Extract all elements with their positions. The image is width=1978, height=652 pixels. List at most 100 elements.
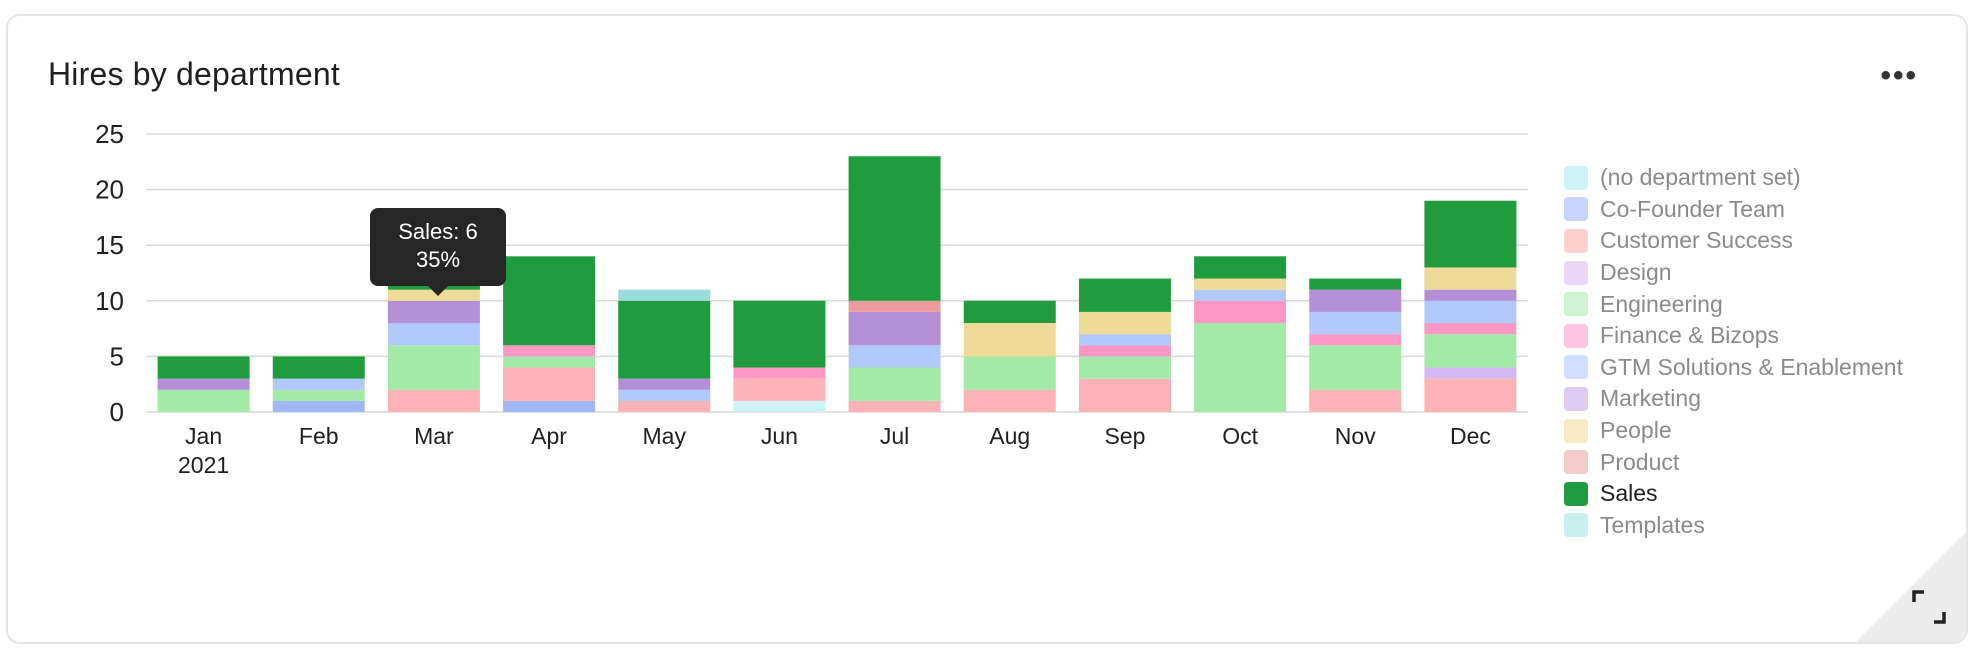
bar-segment[interactable]: Sales: 2 [272, 356, 365, 379]
bar-segment[interactable]: Finance & Bizops: 1 [1309, 334, 1402, 346]
legend-label: Templates [1600, 511, 1705, 538]
bar-segment[interactable]: Sales: 6 [1424, 200, 1517, 268]
bar-segment[interactable]: GTM Solutions & Enablement: 1 [272, 378, 365, 390]
legend-swatch [1564, 418, 1588, 443]
bar-segment[interactable]: Engineering: 2 [1078, 356, 1171, 379]
bar-segment[interactable]: Marketing: 2 [387, 300, 480, 324]
legend-swatch [1564, 228, 1588, 253]
bar-segment[interactable]: Engineering: 1 [503, 356, 596, 368]
bar-segment[interactable]: Engineering: 4 [387, 345, 480, 390]
legend-item[interactable]: Finance & Bizops [1564, 320, 1903, 352]
bar-segment[interactable]: Finance & Bizops: 1 [1078, 345, 1171, 357]
bar-segment[interactable]: GTM Solutions & Enablement: 2 [848, 345, 941, 368]
legend-swatch [1564, 260, 1588, 285]
legend-item[interactable]: Marketing [1564, 383, 1903, 415]
bar-segment[interactable]: Sales: 2 [1194, 256, 1287, 279]
legend-label: People [1600, 417, 1672, 444]
legend-item[interactable]: Customer Success [1564, 225, 1903, 257]
legend-label: Sales [1600, 480, 1658, 507]
bar-segment[interactable]: Customer Success: 2 [963, 389, 1056, 412]
bar-segment[interactable]: Customer Success: 1 [848, 400, 941, 412]
legend-label: (no department set) [1600, 164, 1801, 191]
bar-segment[interactable]: Marketing: 2 [1309, 289, 1402, 312]
bar-segment[interactable]: GTM Solutions & Enablement: 1 [1194, 289, 1287, 301]
bar-segment[interactable]: GTM Solutions & Enablement: 2 [1424, 300, 1517, 324]
bar-segment[interactable]: Templates: 1 [618, 289, 711, 301]
bar-segment[interactable]: Finance & Bizops: 1 [1424, 323, 1517, 335]
bar-segment[interactable]: Sales: 6 [733, 300, 826, 368]
more-options-icon[interactable]: ••• [1880, 59, 1918, 92]
bar-segment[interactable]: Engineering: 1 [272, 389, 365, 401]
bar-segment[interactable]: Customer Success: 3 [1078, 378, 1171, 412]
bar-segment[interactable]: Marketing: 1 [618, 378, 711, 390]
legend-item[interactable]: (no department set) [1564, 162, 1903, 194]
legend-item[interactable]: Design [1564, 257, 1903, 289]
bar-segment[interactable]: Customer Success: 1 [618, 400, 711, 412]
legend-item[interactable]: Co-Founder Team [1564, 194, 1903, 226]
legend-item[interactable]: Engineering [1564, 288, 1903, 320]
bar-segment[interactable]: Customer Success: 2 [1309, 389, 1402, 412]
x-tick-label: Jun [761, 423, 798, 449]
bar-segment[interactable]: Finance & Bizops: 2 [1194, 300, 1287, 324]
legend-swatch [1564, 481, 1588, 506]
legend-label: Design [1600, 259, 1672, 286]
bar-segment[interactable]: Engineering: 2 [157, 389, 250, 412]
legend-swatch [1564, 450, 1588, 475]
bar-segment[interactable]: People: 2 [1078, 311, 1171, 335]
legend-item[interactable]: Templates [1564, 510, 1903, 542]
legend-swatch [1564, 386, 1588, 411]
bar-segment[interactable]: Sales: 2 [157, 356, 250, 379]
bar-segment[interactable]: Customer Success: 3 [503, 367, 596, 401]
x-tick-label: Dec [1450, 423, 1491, 449]
bar-segment[interactable]: Engineering: 3 [963, 356, 1056, 390]
bar-chart: 0510152025Engineering: 2Marketing: 1Sale… [95, 119, 1528, 478]
bar-segment[interactable]: Marketing: 1 [157, 378, 250, 390]
bar-segment[interactable]: Marketing: 1 [1424, 289, 1517, 301]
bar-segment[interactable]: People: 3 [963, 323, 1056, 357]
bar-segment[interactable]: Customer Success: 3 [1424, 378, 1517, 412]
bar-segment[interactable]: Sales: 8 [503, 256, 596, 346]
bar-segment[interactable]: Sales: 7 [618, 300, 711, 379]
x-tick-label: Apr [531, 423, 567, 449]
bar-segment[interactable]: Marketing: 3 [848, 311, 941, 346]
y-tick-label: 20 [95, 175, 124, 205]
bar-segment[interactable]: Engineering: 4 [1309, 345, 1402, 390]
bar-segment[interactable]: Design: 1 [1424, 367, 1517, 379]
x-tick-label: Nov [1335, 423, 1376, 449]
tooltip-percent: 35% [415, 247, 461, 272]
y-tick-label: 0 [110, 397, 124, 427]
legend-swatch [1564, 197, 1588, 222]
legend-swatch [1564, 292, 1588, 317]
legend-item[interactable]: People [1564, 415, 1903, 447]
bar-segment[interactable]: Customer Success: 2 [387, 389, 480, 412]
bar-segment[interactable]: Sales: 3 [1078, 278, 1171, 312]
bar-segment[interactable]: Engineering: 3 [848, 367, 941, 401]
legend-item[interactable]: Product [1564, 446, 1903, 478]
bar-segment[interactable]: GTM Solutions & Enablement: 2 [387, 323, 480, 346]
bar-segment[interactable]: (no department set): 1 [733, 400, 826, 412]
bar-segment[interactable]: Sales: 2 [963, 300, 1056, 324]
legend-swatch [1564, 323, 1588, 348]
bar-segment[interactable]: People: 2 [1424, 267, 1517, 290]
expand-icon[interactable] [1912, 590, 1946, 624]
bar-segment[interactable]: GTM Solutions & Enablement: 2 [1309, 311, 1402, 335]
bar-segment[interactable]: Engineering: 8 [1194, 323, 1287, 412]
y-tick-label: 5 [110, 341, 124, 371]
bar-segment[interactable]: Finance & Bizops: 1 [733, 367, 826, 379]
bar-segment[interactable]: Sales: 13 [848, 156, 941, 301]
bar-segment[interactable]: Sales: 1 [1309, 278, 1402, 290]
bar-segment[interactable]: Co-Founder Team: 1 [503, 400, 596, 412]
legend-item[interactable]: GTM Solutions & Enablement [1564, 352, 1903, 384]
bar-segment[interactable]: Customer Success: 2 [733, 378, 826, 401]
legend-swatch [1564, 165, 1588, 190]
legend-label: Customer Success [1600, 227, 1794, 254]
bar-segment[interactable]: Co-Founder Team: 1 [272, 400, 365, 412]
bar-segment[interactable]: GTM Solutions & Enablement: 1 [618, 389, 711, 401]
bar-segment[interactable]: Product: 1 [848, 300, 941, 312]
bar-segment[interactable]: Finance & Bizops: 1 [503, 345, 596, 357]
bar-segment[interactable]: Engineering: 3 [1424, 334, 1517, 368]
legend-item[interactable]: Sales [1564, 478, 1903, 510]
bar-segment[interactable]: People: 1 [1194, 278, 1287, 290]
bar-segment[interactable]: GTM Solutions & Enablement: 1 [1078, 334, 1171, 346]
x-tick-label: Sep [1104, 423, 1145, 449]
